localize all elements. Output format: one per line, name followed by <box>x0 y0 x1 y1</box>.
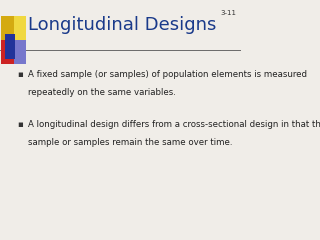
Text: ▪: ▪ <box>17 120 23 129</box>
Text: 3-11: 3-11 <box>220 10 236 16</box>
Text: ▪: ▪ <box>17 70 23 79</box>
Text: A longitudinal design differs from a cross-sectional design in that the: A longitudinal design differs from a cro… <box>28 120 320 129</box>
Text: sample or samples remain the same over time.: sample or samples remain the same over t… <box>28 138 232 147</box>
Bar <box>1 16 13 40</box>
Bar <box>13 16 26 40</box>
Text: A fixed sample (or samples) of population elements is measured: A fixed sample (or samples) of populatio… <box>28 70 307 79</box>
Bar <box>1 40 13 64</box>
Bar <box>13 40 26 64</box>
Text: repeatedly on the same variables.: repeatedly on the same variables. <box>28 88 176 96</box>
Bar <box>5 34 15 59</box>
Text: Longitudinal Designs: Longitudinal Designs <box>28 16 216 34</box>
